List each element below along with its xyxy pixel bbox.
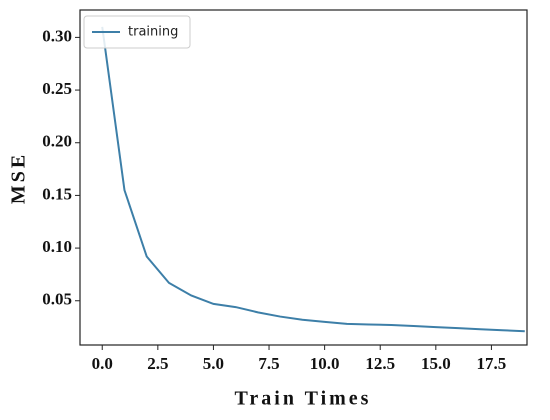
x-tick-label: 17.5 [477,354,507,373]
y-tick-label: 0.15 [42,184,72,203]
x-axis-label: Train Times [235,388,372,410]
x-tick-label: 2.5 [147,354,168,373]
x-tick-label: 12.5 [365,354,395,373]
y-axis-label: MSE [8,152,30,204]
x-tick-label: 10.0 [310,354,340,373]
plot-frame [79,9,528,346]
legend-label: training [128,25,178,40]
y-tick-label: 0.05 [42,290,72,309]
x-tick-label: 15.0 [421,354,451,373]
y-tick-label: 0.30 [42,26,72,45]
x-tick-label: 5.0 [203,354,224,373]
x-tick-label: 0.0 [92,354,113,373]
legend-box [83,15,191,49]
y-tick-label: 0.25 [42,79,72,98]
y-tick-label: 0.20 [42,132,72,151]
y-tick-label: 0.10 [42,237,72,256]
line-series [101,26,525,333]
x-tick-label: 7.5 [258,354,279,373]
